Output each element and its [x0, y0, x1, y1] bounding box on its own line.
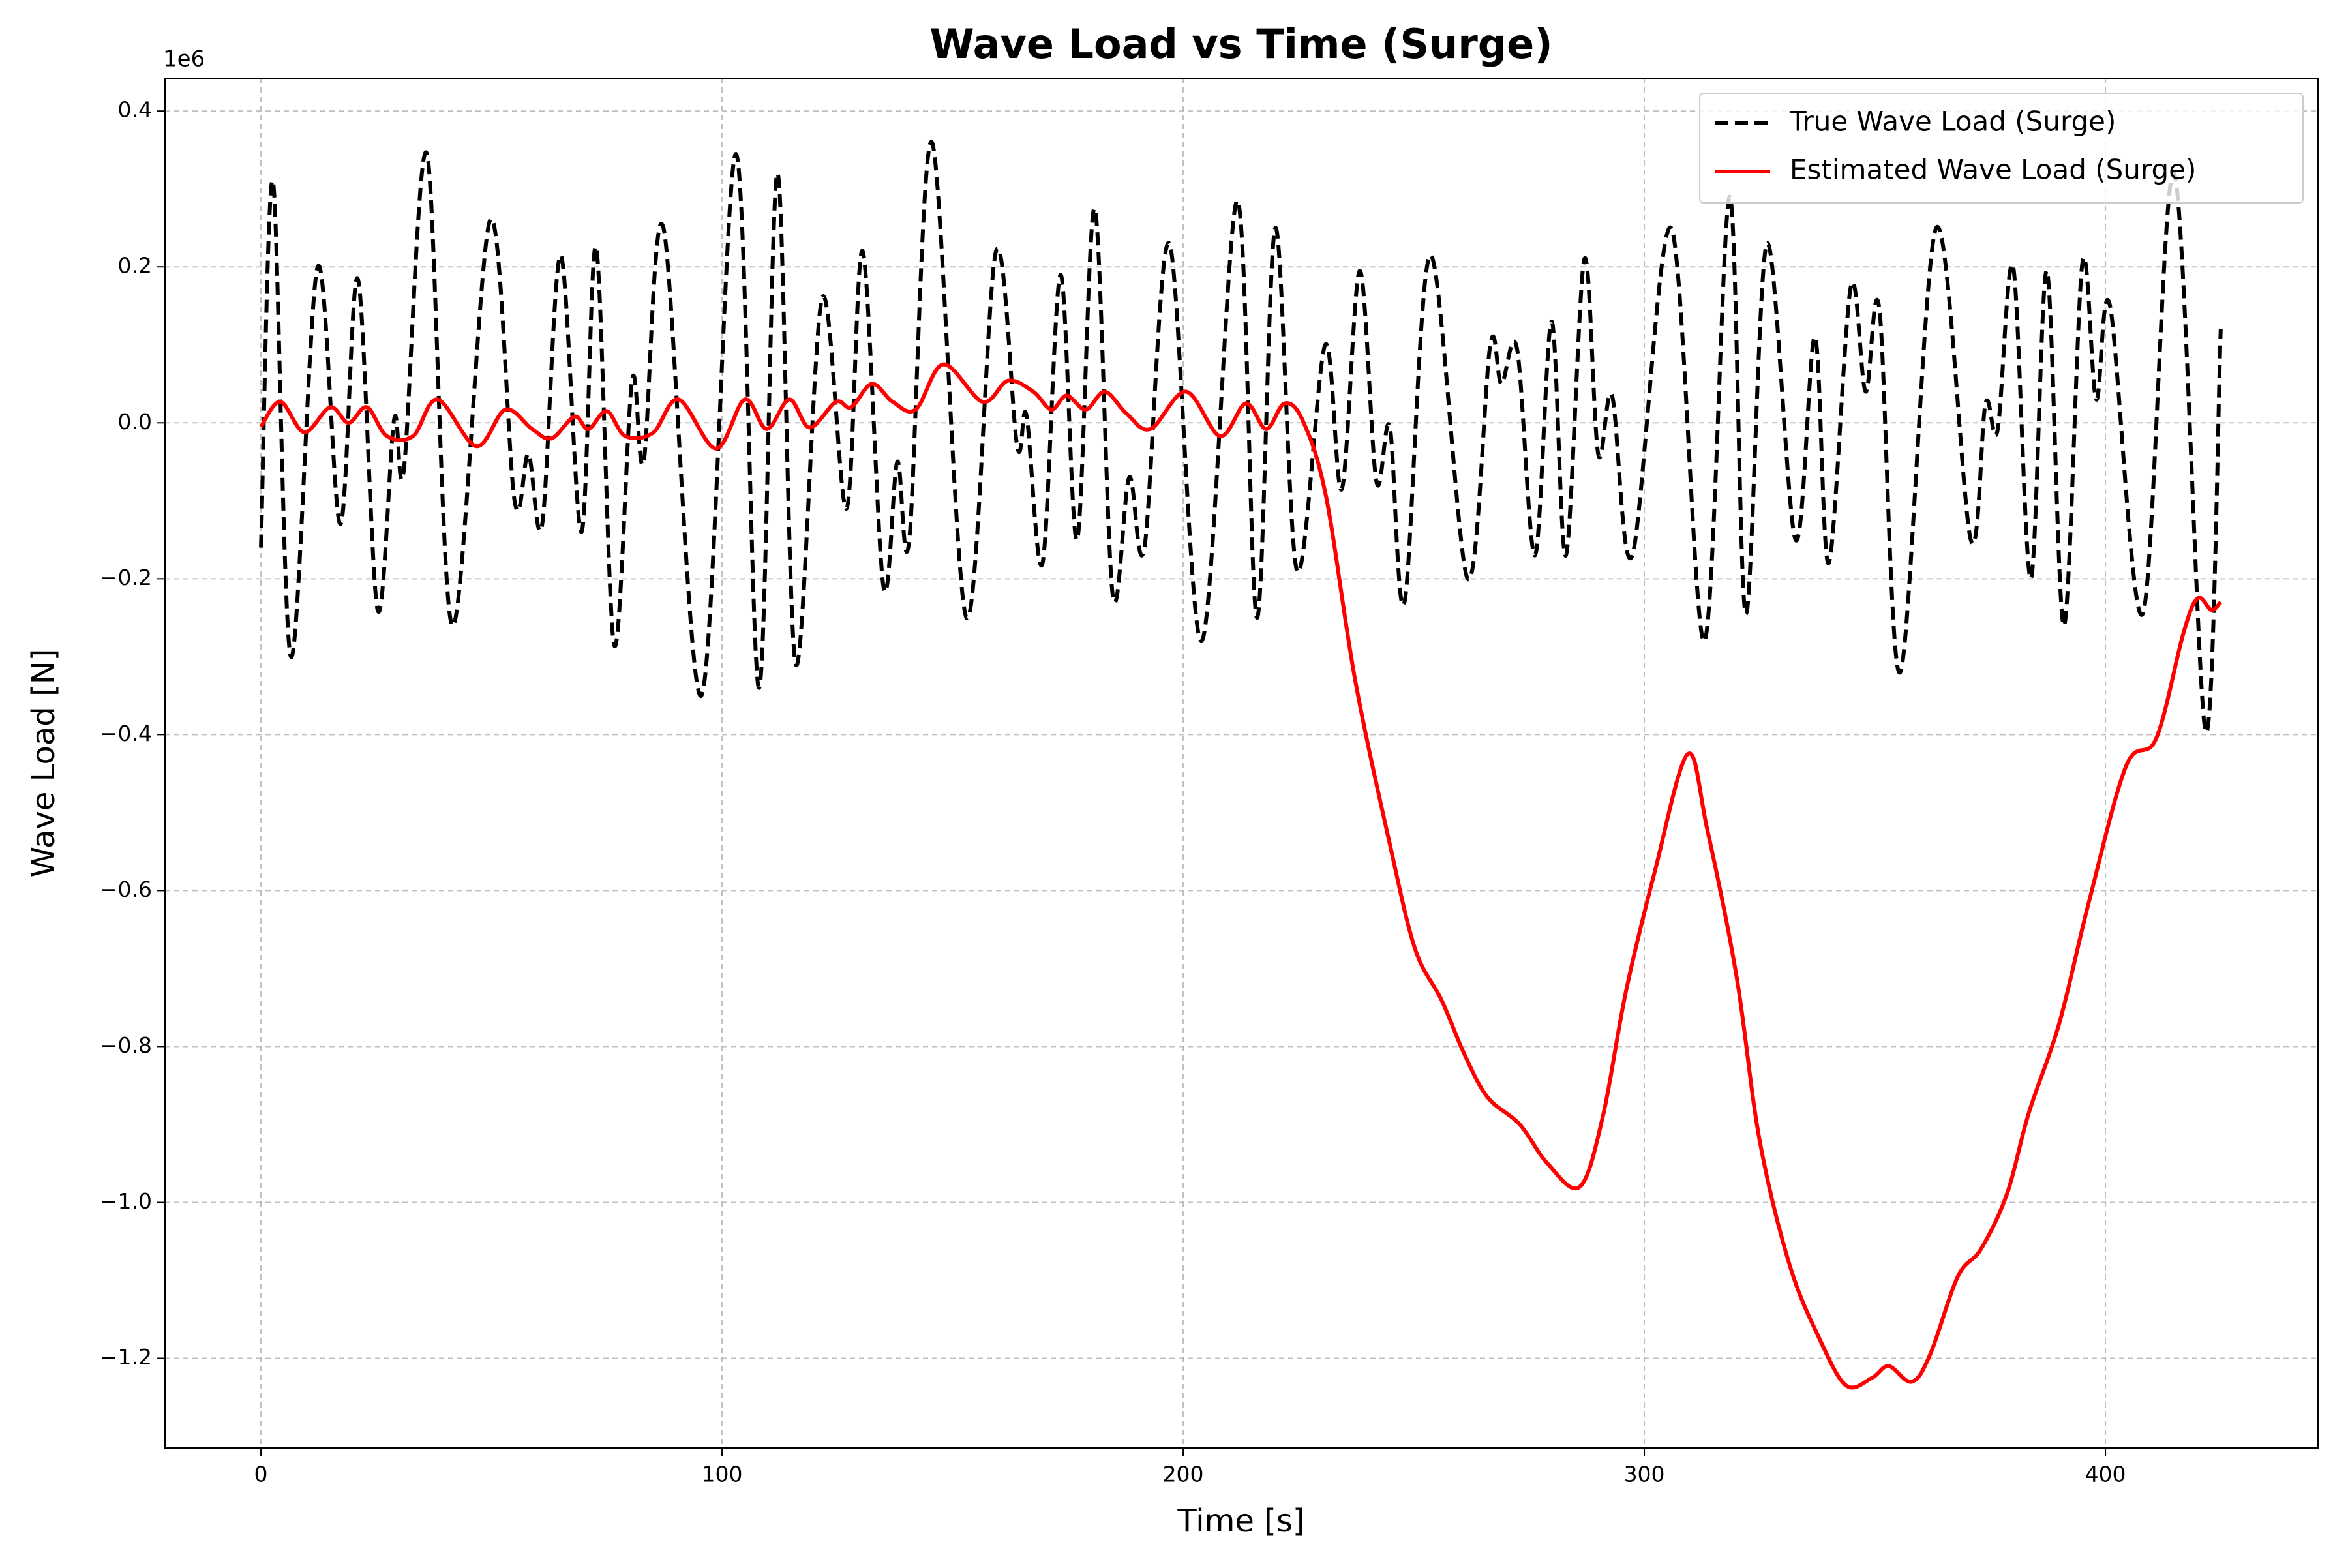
x-tick-label: 100: [702, 1462, 743, 1487]
y-tick-label: −0.6: [100, 877, 152, 902]
chart-title: Wave Load vs Time (Surge): [929, 20, 1552, 68]
plot-area: [259, 140, 2223, 1390]
line-series: [259, 140, 2223, 734]
y-tick-label: 0.2: [118, 253, 152, 279]
legend-box: [1699, 93, 2304, 204]
x-tick-label: 400: [2085, 1462, 2126, 1487]
y-offset-label: 1e6: [163, 46, 205, 72]
plot-frame: [164, 78, 2319, 1449]
y-tick-label: −1.2: [100, 1344, 152, 1370]
x-tick-label: 300: [1624, 1462, 1665, 1487]
y-tick-label: −0.4: [100, 721, 152, 746]
legend-label: True Wave Load (Surge): [1789, 106, 2116, 138]
line-series: [259, 362, 2223, 1390]
y-tick-label: −0.2: [100, 565, 152, 590]
y-tick-label: −1.0: [100, 1188, 152, 1214]
y-axis-label: Wave Load [N]: [25, 649, 62, 878]
x-axis-label: Time [s]: [1177, 1503, 1304, 1539]
x-tick-label: 0: [254, 1462, 268, 1487]
y-tick-label: 0.0: [118, 409, 152, 434]
legend-label: Estimated Wave Load (Surge): [1790, 154, 2196, 186]
y-tick-label: 0.4: [118, 97, 152, 123]
y-tick-label: −0.8: [100, 1033, 152, 1058]
x-tick-label: 200: [1163, 1462, 1204, 1487]
